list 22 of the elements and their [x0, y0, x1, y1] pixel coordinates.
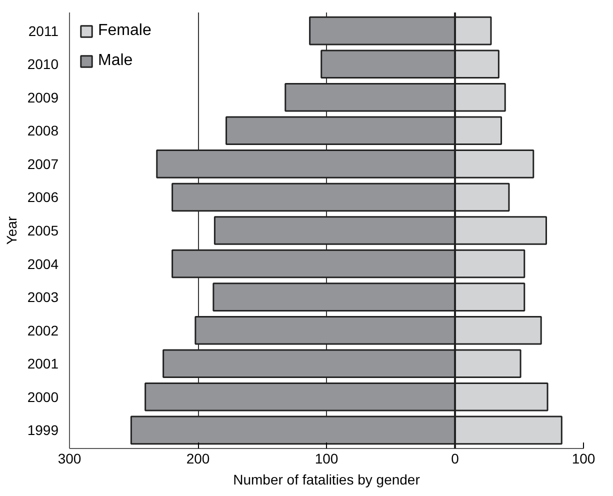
y-tick-label: 2010: [27, 56, 59, 72]
y-tick-label: 2005: [27, 222, 59, 238]
x-tick-label: 100: [314, 450, 338, 466]
x-tick-label: 0: [451, 450, 460, 466]
y-tick-label: 2006: [27, 189, 59, 206]
x-tick-label: 300: [58, 450, 82, 466]
y-tick-label: 2000: [27, 388, 59, 405]
y-axis-title: Year: [3, 216, 20, 245]
y-tick-label: 2007: [27, 156, 59, 172]
legend-label: Female: [98, 22, 152, 40]
x-tick-label: 100: [572, 450, 596, 466]
y-tick-label: 2011: [28, 22, 59, 39]
y-tick-label: 2008: [27, 122, 59, 139]
y-tick-label: 2002: [27, 322, 59, 338]
legend-label: Male: [98, 52, 133, 70]
y-tick-label: 2001: [27, 356, 59, 372]
y-tick-label: 2004: [27, 256, 59, 272]
y-tick-label: 2009: [27, 89, 59, 106]
y-tick-label: 2003: [27, 289, 59, 306]
y-tick-label: 1999: [27, 422, 59, 438]
x-tick-label: 200: [186, 450, 210, 466]
x-axis-title: Number of fatalities by gender: [233, 472, 420, 488]
